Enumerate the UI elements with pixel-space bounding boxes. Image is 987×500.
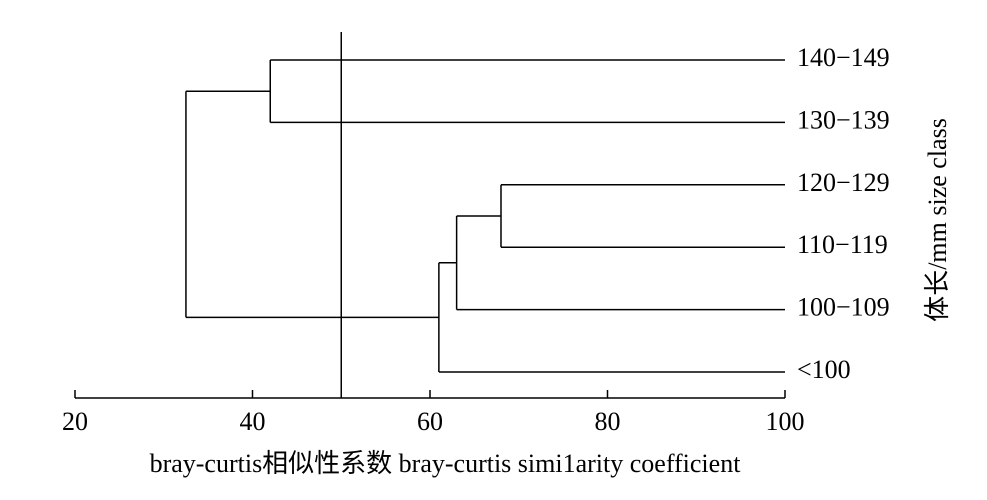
x-tick-label: 60 (417, 407, 443, 436)
leaf-label: 120−129 (797, 168, 890, 197)
x-tick-label: 100 (766, 407, 805, 436)
leaf-label: <100 (797, 355, 851, 384)
leaf-label: 100−109 (797, 293, 890, 322)
leaf-label: 130−139 (797, 105, 890, 134)
x-tick-label: 20 (62, 407, 88, 436)
x-tick-label: 40 (240, 407, 266, 436)
y-axis-label: 体长/mm size class (923, 118, 952, 322)
leaf-label: 110−119 (797, 230, 888, 259)
x-tick-label: 80 (595, 407, 621, 436)
x-axis-label: bray-curtis相似性系数 bray-curtis simi1arity … (150, 449, 742, 478)
leaf-label: 140−149 (797, 43, 890, 72)
